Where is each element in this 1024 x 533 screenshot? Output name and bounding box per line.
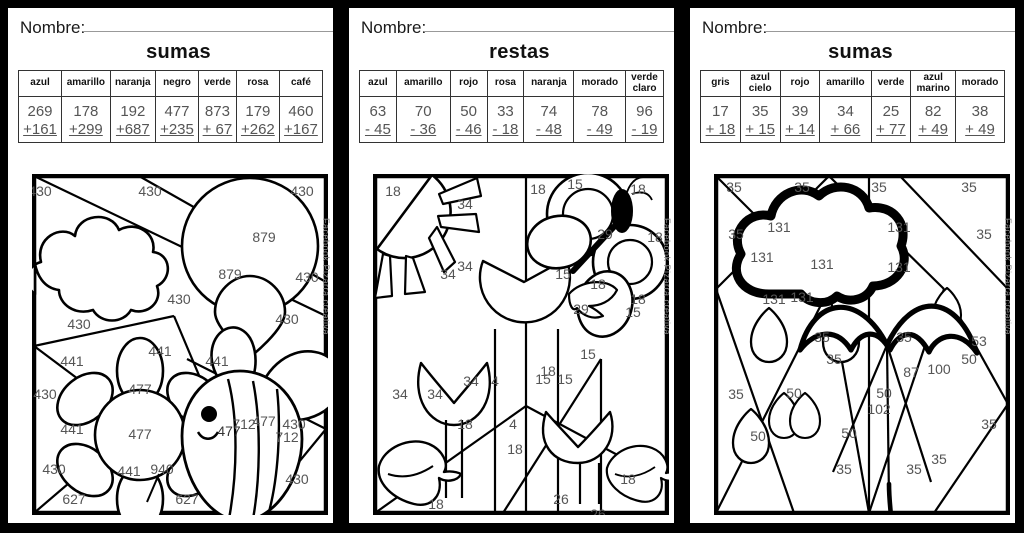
svg-text:35: 35 <box>814 329 830 345</box>
svg-text:131: 131 <box>790 289 814 305</box>
svg-text:430: 430 <box>290 183 314 199</box>
svg-text:15: 15 <box>580 346 596 362</box>
svg-text:441: 441 <box>148 343 172 359</box>
svg-text:430: 430 <box>285 471 309 487</box>
svg-text:18: 18 <box>428 496 444 512</box>
svg-text:29: 29 <box>597 226 613 242</box>
svg-text:477: 477 <box>128 426 152 442</box>
svg-text:879: 879 <box>252 229 276 245</box>
svg-text:35: 35 <box>836 461 852 477</box>
svg-text:18: 18 <box>385 183 401 199</box>
svg-text:50: 50 <box>841 425 857 441</box>
svg-text:15: 15 <box>557 371 573 387</box>
svg-text:15: 15 <box>567 176 583 192</box>
svg-text:35: 35 <box>728 226 744 242</box>
svg-text:4: 4 <box>509 416 517 432</box>
svg-text:712: 712 <box>275 429 299 445</box>
svg-text:18: 18 <box>590 276 606 292</box>
svg-text:430: 430 <box>67 316 91 332</box>
svg-text:477: 477 <box>128 381 152 397</box>
svg-text:18: 18 <box>457 416 473 432</box>
svg-text:430: 430 <box>167 291 191 307</box>
svg-text:430: 430 <box>32 183 52 199</box>
svg-text:35: 35 <box>976 226 992 242</box>
svg-text:53: 53 <box>971 333 987 349</box>
svg-text:34: 34 <box>427 386 443 402</box>
svg-text:430: 430 <box>42 461 66 477</box>
svg-text:131: 131 <box>810 256 834 272</box>
svg-text:34: 34 <box>457 258 473 274</box>
svg-text:441: 441 <box>117 463 141 479</box>
svg-text:35: 35 <box>826 351 842 367</box>
svg-text:441: 441 <box>205 353 229 369</box>
svg-text:35: 35 <box>961 179 977 195</box>
svg-text:441: 441 <box>60 353 84 369</box>
svg-text:50: 50 <box>750 428 766 444</box>
svg-text:50: 50 <box>961 351 977 367</box>
svg-text:18: 18 <box>647 229 663 245</box>
svg-text:35: 35 <box>931 451 947 467</box>
svg-text:430: 430 <box>138 183 162 199</box>
svg-text:35: 35 <box>726 179 742 195</box>
svg-text:131: 131 <box>767 219 791 235</box>
svg-text:131: 131 <box>887 259 911 275</box>
svg-text:100: 100 <box>927 361 951 377</box>
svg-text:18: 18 <box>530 181 546 197</box>
svg-text:35: 35 <box>896 329 912 345</box>
svg-text:35: 35 <box>906 461 922 477</box>
svg-text:430: 430 <box>33 386 57 402</box>
svg-text:50: 50 <box>876 385 892 401</box>
svg-text:35: 35 <box>981 416 997 432</box>
svg-text:29: 29 <box>573 301 589 317</box>
svg-text:15: 15 <box>535 371 551 387</box>
svg-text:18: 18 <box>630 291 646 307</box>
svg-text:131: 131 <box>750 249 774 265</box>
svg-text:441: 441 <box>60 421 84 437</box>
svg-text:87: 87 <box>903 364 919 380</box>
svg-text:34: 34 <box>392 386 408 402</box>
svg-text:34: 34 <box>440 266 456 282</box>
svg-text:430: 430 <box>275 311 299 327</box>
svg-text:26: 26 <box>590 506 606 515</box>
svg-text:18: 18 <box>620 471 636 487</box>
svg-text:627: 627 <box>175 491 199 507</box>
svg-text:35: 35 <box>871 179 887 195</box>
svg-text:102: 102 <box>867 401 891 417</box>
svg-text:131: 131 <box>762 291 786 307</box>
svg-text:50: 50 <box>786 385 802 401</box>
svg-text:4: 4 <box>491 373 499 389</box>
svg-text:940: 940 <box>150 461 174 477</box>
svg-text:18: 18 <box>507 441 523 457</box>
svg-text:131: 131 <box>887 219 911 235</box>
svg-text:18: 18 <box>630 181 646 197</box>
svg-text:15: 15 <box>555 266 571 282</box>
svg-text:34: 34 <box>463 373 479 389</box>
svg-text:430: 430 <box>295 269 319 285</box>
svg-text:26: 26 <box>553 491 569 507</box>
svg-text:35: 35 <box>728 386 744 402</box>
svg-text:34: 34 <box>457 196 473 212</box>
svg-text:627: 627 <box>62 491 86 507</box>
svg-text:477: 477 <box>252 413 276 429</box>
svg-text:35: 35 <box>794 179 810 195</box>
svg-text:879: 879 <box>218 266 242 282</box>
